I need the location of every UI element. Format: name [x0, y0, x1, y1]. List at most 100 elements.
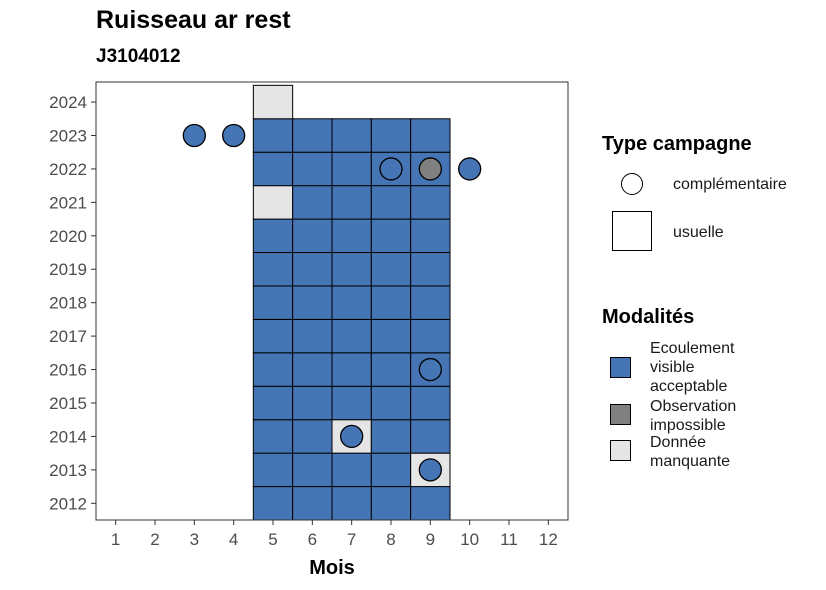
y-tick-label-2020: 2020	[49, 227, 87, 246]
tile-2018-5-ecoulement-visible-acceptable	[252, 285, 294, 320]
x-tick-label-12: 12	[539, 530, 558, 549]
x-tick-label-9: 9	[426, 530, 435, 549]
y-tick-label-2018: 2018	[49, 294, 87, 313]
legend-type-usuelle: usuelle	[673, 224, 724, 241]
x-tick-label-6: 6	[308, 530, 317, 549]
tile-2014-9-ecoulement-visible-acceptable	[410, 419, 451, 454]
y-tick-label-2014: 2014	[49, 427, 87, 446]
tile-2013-6-ecoulement-visible-acceptable	[292, 452, 333, 488]
point-2022-8-ecoulement-visible-acceptable	[379, 157, 403, 181]
point-2014-7-ecoulement-visible-acceptable	[340, 424, 364, 449]
x-tick-label-10: 10	[460, 530, 479, 549]
tile-2012-6-ecoulement-visible-acceptable	[292, 486, 333, 521]
tile-2019-7-ecoulement-visible-acceptable	[331, 252, 372, 287]
tile-2017-5-ecoulement-visible-acceptable	[252, 318, 294, 354]
legend-square-icon	[612, 211, 652, 251]
legend-type-title: Type campagne	[602, 133, 752, 155]
legend-circle-icon	[621, 173, 643, 195]
tile-2020-5-ecoulement-visible-acceptable	[252, 218, 294, 254]
tile-2019-6-ecoulement-visible-acceptable	[292, 252, 333, 287]
point-2022-9-observation-impossible	[418, 157, 442, 181]
tile-2012-5-ecoulement-visible-acceptable	[252, 486, 294, 521]
tile-2020-9-ecoulement-visible-acceptable	[410, 218, 451, 254]
tile-2018-9-ecoulement-visible-acceptable	[410, 285, 451, 320]
tile-2020-7-ecoulement-visible-acceptable	[331, 218, 372, 254]
tile-2015-8-ecoulement-visible-acceptable	[370, 385, 412, 421]
plot-border	[95, 81, 569, 521]
tile-2017-8-ecoulement-visible-acceptable	[370, 318, 412, 354]
tile-2021-6-ecoulement-visible-acceptable	[292, 185, 333, 220]
point-2023-3-ecoulement-visible-acceptable	[182, 123, 206, 148]
tile-2020-6-ecoulement-visible-acceptable	[292, 218, 333, 254]
tile-2017-6-ecoulement-visible-acceptable	[292, 318, 333, 354]
y-tick-label-2013: 2013	[49, 461, 87, 480]
tile-2015-6-ecoulement-visible-acceptable	[292, 385, 333, 421]
tile-2019-5-ecoulement-visible-acceptable	[252, 252, 294, 287]
y-tick-label-2017: 2017	[49, 327, 87, 346]
tiles-layer	[252, 84, 451, 521]
tile-2014-6-ecoulement-visible-acceptable	[292, 419, 333, 454]
legend-label-donnee: Donnée manquante	[650, 434, 731, 470]
tile-2018-7-ecoulement-visible-acceptable	[331, 285, 372, 320]
x-tick-label-2: 2	[150, 530, 159, 549]
tile-2017-7-ecoulement-visible-acceptable	[331, 318, 372, 354]
tile-2022-6-ecoulement-visible-acceptable	[292, 151, 333, 187]
tile-2023-9-ecoulement-visible-acceptable	[410, 118, 451, 153]
tile-2021-7-ecoulement-visible-acceptable	[331, 185, 372, 220]
tile-2016-8-ecoulement-visible-acceptable	[370, 352, 412, 387]
legend-label-observation: Observation impossible	[650, 398, 737, 434]
tile-2019-8-ecoulement-visible-acceptable	[370, 252, 412, 287]
tile-2024-5-donnee-manquante	[252, 84, 294, 120]
x-tick-label-11: 11	[500, 530, 518, 549]
tile-2018-8-ecoulement-visible-acceptable	[370, 285, 412, 320]
x-tick-label-1: 1	[111, 530, 120, 549]
tile-2019-9-ecoulement-visible-acceptable	[410, 252, 451, 287]
y-tick-label-2015: 2015	[49, 394, 87, 413]
tile-2015-9-ecoulement-visible-acceptable	[410, 385, 451, 421]
legend-key-ecoulement	[610, 357, 631, 378]
y-tick-label-2019: 2019	[49, 260, 87, 279]
points-layer	[182, 123, 482, 482]
tile-2022-5-ecoulement-visible-acceptable	[252, 151, 294, 187]
tile-2014-8-ecoulement-visible-acceptable	[370, 419, 412, 454]
x-axis: 1 2 3 4 5 6 7 8 9 10 11 12	[111, 520, 558, 549]
tile-2021-8-ecoulement-visible-acceptable	[370, 185, 412, 220]
tile-2017-9-ecoulement-visible-acceptable	[410, 318, 451, 354]
tile-2022-7-ecoulement-visible-acceptable	[331, 151, 372, 187]
chart-title: Ruisseau ar rest	[96, 6, 291, 34]
tile-2023-7-ecoulement-visible-acceptable	[331, 118, 372, 153]
tile-2016-6-ecoulement-visible-acceptable	[292, 352, 333, 387]
y-tick-label-2021: 2021	[49, 193, 87, 212]
tile-2018-6-ecoulement-visible-acceptable	[292, 285, 333, 320]
tile-2012-7-ecoulement-visible-acceptable	[331, 486, 372, 521]
tile-2012-9-ecoulement-visible-acceptable	[410, 486, 451, 521]
tile-2015-5-ecoulement-visible-acceptable	[252, 385, 294, 421]
chart-subtitle: J3104012	[96, 46, 181, 67]
x-tick-label-8: 8	[386, 530, 395, 549]
tile-2013-5-ecoulement-visible-acceptable	[252, 452, 294, 488]
tile-2021-9-ecoulement-visible-acceptable	[410, 185, 451, 220]
point-2016-9-ecoulement-visible-acceptable	[418, 357, 442, 382]
y-tick-label-2024: 2024	[49, 93, 87, 112]
tile-2015-7-ecoulement-visible-acceptable	[331, 385, 372, 421]
x-tick-label-7: 7	[347, 530, 356, 549]
y-tick-label-2023: 2023	[49, 126, 87, 145]
legend-type-complementaire: complémentaire	[673, 176, 787, 193]
tile-2016-7-ecoulement-visible-acceptable	[331, 352, 372, 387]
point-2023-4-ecoulement-visible-acceptable	[222, 123, 246, 148]
tile-2013-8-ecoulement-visible-acceptable	[370, 452, 412, 488]
tile-2012-8-ecoulement-visible-acceptable	[370, 486, 412, 521]
x-axis-title: Mois	[309, 557, 355, 579]
point-2013-9-ecoulement-visible-acceptable	[418, 458, 442, 482]
y-tick-label-2022: 2022	[49, 160, 87, 179]
legend-mod-title: Modalités	[602, 306, 695, 328]
tile-2014-5-ecoulement-visible-acceptable	[252, 419, 294, 454]
legend-label-ecoulement: Ecoulement visible acceptable	[650, 340, 735, 395]
x-tick-label-5: 5	[268, 530, 277, 549]
tile-2016-5-ecoulement-visible-acceptable	[252, 352, 294, 387]
tile-2023-5-ecoulement-visible-acceptable	[252, 118, 294, 153]
tile-2013-7-ecoulement-visible-acceptable	[331, 452, 372, 488]
tile-2023-8-ecoulement-visible-acceptable	[370, 118, 412, 153]
point-2022-10-ecoulement-visible-acceptable	[458, 157, 482, 181]
